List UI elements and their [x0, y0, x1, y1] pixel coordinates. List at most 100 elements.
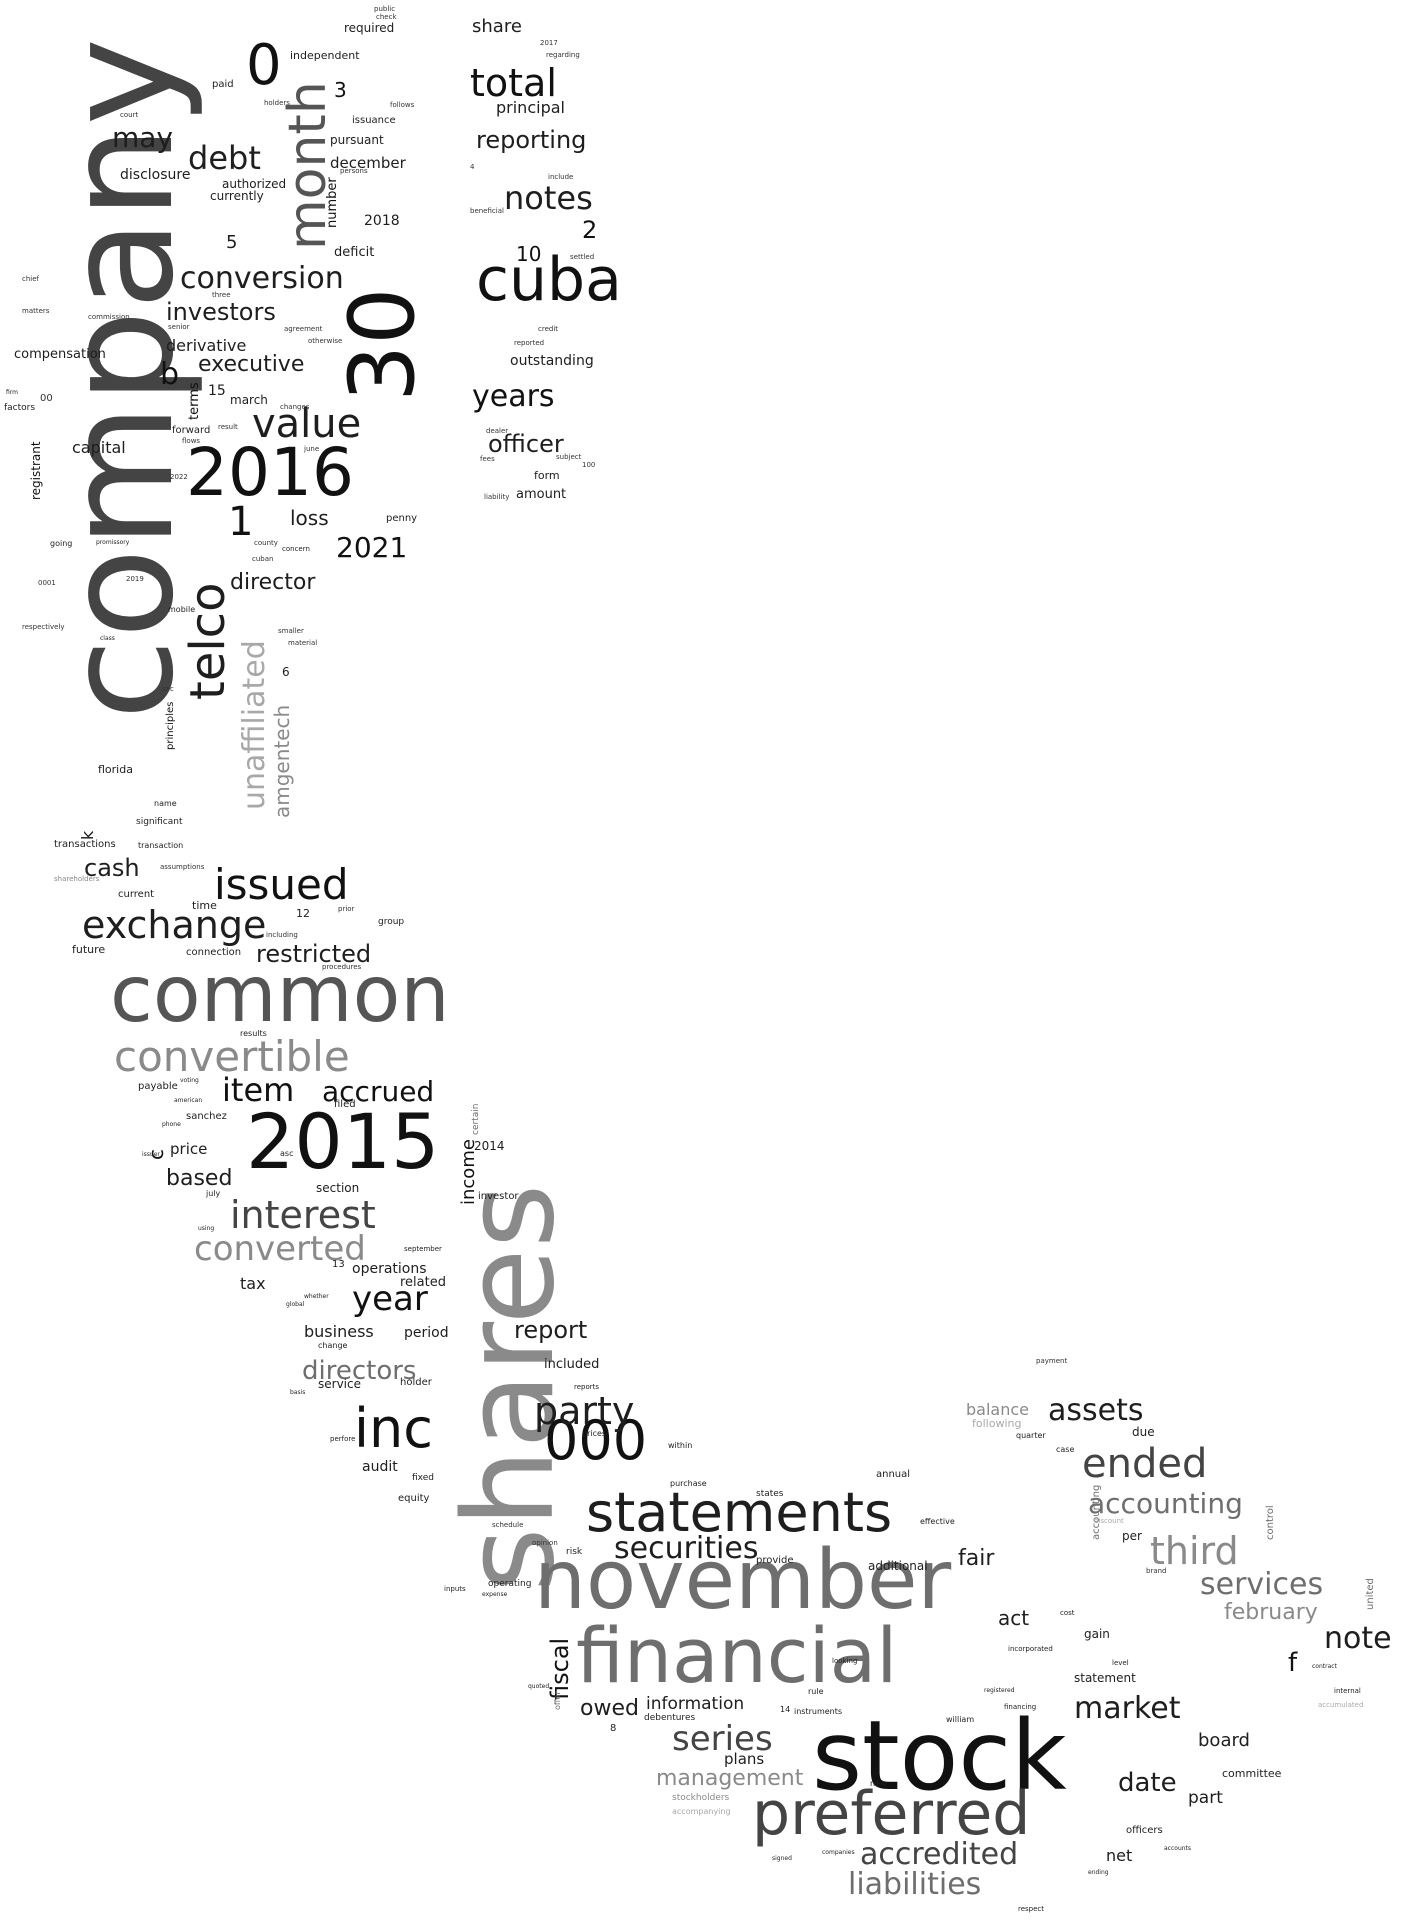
- word-reporting: reporting: [476, 126, 587, 154]
- word-2022: 2022: [170, 473, 188, 481]
- word-transactions: transactions: [54, 839, 116, 850]
- word-reports: reports: [574, 1383, 600, 1391]
- word-voting: voting: [180, 1077, 199, 1084]
- word-converted: converted: [194, 1229, 366, 1269]
- word-8: 8: [610, 1723, 617, 1734]
- word-2014: 2014: [474, 1139, 505, 1153]
- word-results: results: [240, 1029, 267, 1038]
- word-directors: directors: [302, 1356, 417, 1386]
- word-significant: significant: [136, 817, 183, 827]
- word-november: november: [534, 1533, 952, 1628]
- word-inputs: inputs: [444, 1585, 466, 1593]
- word-asc: asc: [280, 1149, 294, 1158]
- word-accredited: accredited: [860, 1837, 1019, 1872]
- word-inc: inc: [354, 1397, 433, 1460]
- word-expense: expense: [482, 1591, 508, 1598]
- word-securities: securities: [614, 1531, 759, 1566]
- word-respectively: respectively: [22, 623, 65, 631]
- word-gain: gain: [1084, 1627, 1110, 1641]
- word-debentures: debentures: [644, 1713, 696, 1723]
- word-beneficial: beneficial: [470, 207, 504, 215]
- word-2016: 2016: [186, 434, 354, 511]
- word-incorporated: incorporated: [1008, 1645, 1053, 1653]
- word-00: 00: [40, 393, 53, 404]
- word-including: including: [266, 931, 298, 939]
- word-10: 10: [516, 242, 542, 266]
- word-committee: committee: [1222, 1767, 1282, 1780]
- word-within: within: [668, 1441, 693, 1450]
- word-net: net: [1106, 1846, 1133, 1865]
- word-prices: prices: [582, 1429, 607, 1438]
- word-financial: financial: [576, 1611, 898, 1700]
- word-debt: debt: [188, 139, 261, 177]
- word-included: included: [544, 1357, 600, 1372]
- word-principles: principles: [165, 701, 176, 750]
- word-investor: investor: [478, 1191, 519, 1202]
- word-additional: additional: [868, 1559, 928, 1573]
- word-looking: looking: [832, 1657, 858, 1665]
- word-stockholders: stockholders: [672, 1793, 730, 1803]
- word-effective: effective: [920, 1517, 955, 1526]
- word-connection: connection: [186, 947, 242, 958]
- word-cost: cost: [1060, 1609, 1075, 1617]
- word-note: note: [1324, 1621, 1392, 1656]
- word-check: check: [376, 13, 397, 21]
- word-fixed: fixed: [412, 1473, 434, 1483]
- word-ending: ending: [1088, 1869, 1109, 1876]
- word-accumulated: accumulated: [1318, 1701, 1364, 1709]
- word-penny: penny: [386, 513, 418, 524]
- word-plans: plans: [724, 1750, 765, 1768]
- word-issuer: issuer: [142, 1151, 160, 1158]
- word-section: section: [316, 1181, 360, 1195]
- word-result: result: [218, 423, 238, 431]
- word-risk: risk: [566, 1547, 583, 1557]
- word-assumptions: assumptions: [160, 863, 205, 871]
- word-service: service: [318, 1377, 361, 1391]
- word-february: february: [1224, 1600, 1318, 1625]
- word-15: 15: [208, 383, 226, 399]
- word-third: third: [1150, 1529, 1239, 1573]
- word-part: part: [1188, 1788, 1223, 1808]
- word-0: 0: [246, 33, 282, 98]
- word-december: december: [330, 154, 406, 172]
- word-concern: concern: [282, 545, 310, 553]
- word-executive: executive: [198, 352, 305, 377]
- word-unaffiliated: unaffiliated: [237, 640, 272, 810]
- word-operations: operations: [352, 1261, 427, 1277]
- word-american: american: [174, 1097, 203, 1104]
- word-30: 30: [330, 287, 435, 402]
- word-period: period: [404, 1325, 449, 1341]
- word-number: number: [325, 177, 340, 228]
- word-certain: certain: [471, 1103, 481, 1135]
- word-annual: annual: [876, 1469, 911, 1480]
- word-june: june: [304, 445, 320, 453]
- word-currently: currently: [210, 189, 264, 203]
- word-2019: 2019: [126, 575, 144, 583]
- word-promissory: promissory: [96, 539, 130, 546]
- word-global: global: [286, 1301, 305, 1308]
- word-factors: factors: [4, 403, 36, 413]
- word-owed: owed: [580, 1696, 639, 1721]
- word-group: group: [378, 917, 405, 927]
- word-quoted: quoted: [528, 1683, 550, 1690]
- word-2018: 2018: [364, 213, 400, 229]
- word-opinion: opinion: [532, 1539, 558, 1547]
- word-compensation: compensation: [14, 347, 106, 362]
- word-1: 1: [228, 499, 254, 545]
- word-series: series: [672, 1719, 773, 1759]
- word-6: 6: [282, 665, 290, 679]
- word-commission: commission: [88, 313, 130, 321]
- word-holders: holders: [264, 99, 290, 107]
- word-phone: phone: [162, 1121, 181, 1128]
- word-tax: tax: [240, 1274, 266, 1293]
- word-payment: payment: [1036, 1357, 1068, 1365]
- word-independent: independent: [290, 49, 360, 62]
- word-time: time: [192, 899, 217, 912]
- word-discount: discount: [1094, 1517, 1124, 1525]
- word-may: may: [112, 121, 174, 154]
- word-exchange: exchange: [82, 903, 267, 947]
- word-form: form: [534, 469, 560, 482]
- word-4: 4: [470, 163, 475, 171]
- word-future: future: [72, 943, 106, 956]
